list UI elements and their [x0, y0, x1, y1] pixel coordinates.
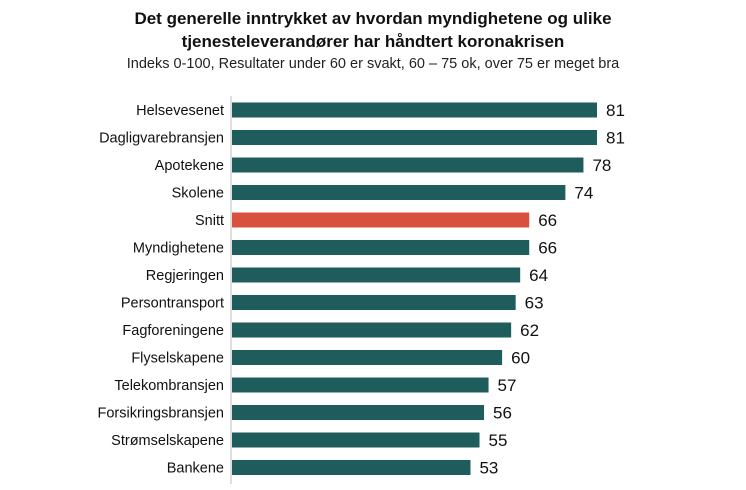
- bar: [232, 157, 584, 173]
- bar: [232, 295, 516, 310]
- bar: [232, 240, 530, 255]
- category-label: Bankene: [167, 461, 224, 477]
- chart-subtitle: Indeks 0-100, Resultater under 60 er sva…: [126, 56, 620, 72]
- value-label: 53: [479, 459, 498, 478]
- bar: [232, 267, 521, 283]
- value-label: 60: [511, 349, 530, 368]
- bar-highlight: [232, 212, 530, 228]
- value-label: 74: [574, 184, 593, 203]
- category-label: Flyselskapene: [131, 351, 224, 367]
- bar: [232, 102, 597, 118]
- value-label: 56: [493, 404, 512, 423]
- category-label: Regjeringen: [146, 268, 224, 284]
- bar: [232, 405, 485, 420]
- bar: [232, 432, 480, 448]
- value-label: 81: [606, 101, 625, 120]
- value-label: 78: [592, 156, 611, 175]
- category-label: Snitt: [195, 213, 224, 229]
- category-label: Myndighetene: [133, 241, 224, 257]
- category-label: Apotekene: [155, 158, 224, 174]
- bar: [232, 130, 597, 145]
- value-label: 66: [538, 239, 557, 258]
- value-label: 57: [498, 376, 517, 395]
- value-label: 81: [606, 129, 625, 148]
- category-label: Fagforeningene: [122, 323, 224, 339]
- category-label: Dagligvarebransjen: [99, 131, 224, 147]
- category-label: Skolene: [172, 186, 224, 202]
- value-label: 66: [538, 211, 557, 230]
- chart-title-line-1: Det generelle inntrykket av hvordan mynd…: [134, 9, 612, 28]
- bar: [232, 377, 489, 393]
- category-label: Telekombransjen: [114, 378, 224, 394]
- bar: [232, 185, 566, 200]
- bar: [232, 460, 471, 475]
- category-label: Persontransport: [121, 296, 224, 312]
- category-label: Forsikringsbransjen: [97, 406, 224, 422]
- value-label: 64: [529, 266, 548, 285]
- chart-title-line-2: tjenesteleverandører har håndtert korona…: [181, 32, 565, 51]
- value-label: 63: [525, 294, 544, 313]
- bar: [232, 322, 512, 338]
- value-label: 55: [489, 431, 508, 450]
- bar: [232, 350, 503, 365]
- category-label: Helsevesenet: [136, 103, 224, 119]
- category-label: Strømselskapene: [111, 433, 224, 449]
- value-label: 62: [520, 321, 539, 340]
